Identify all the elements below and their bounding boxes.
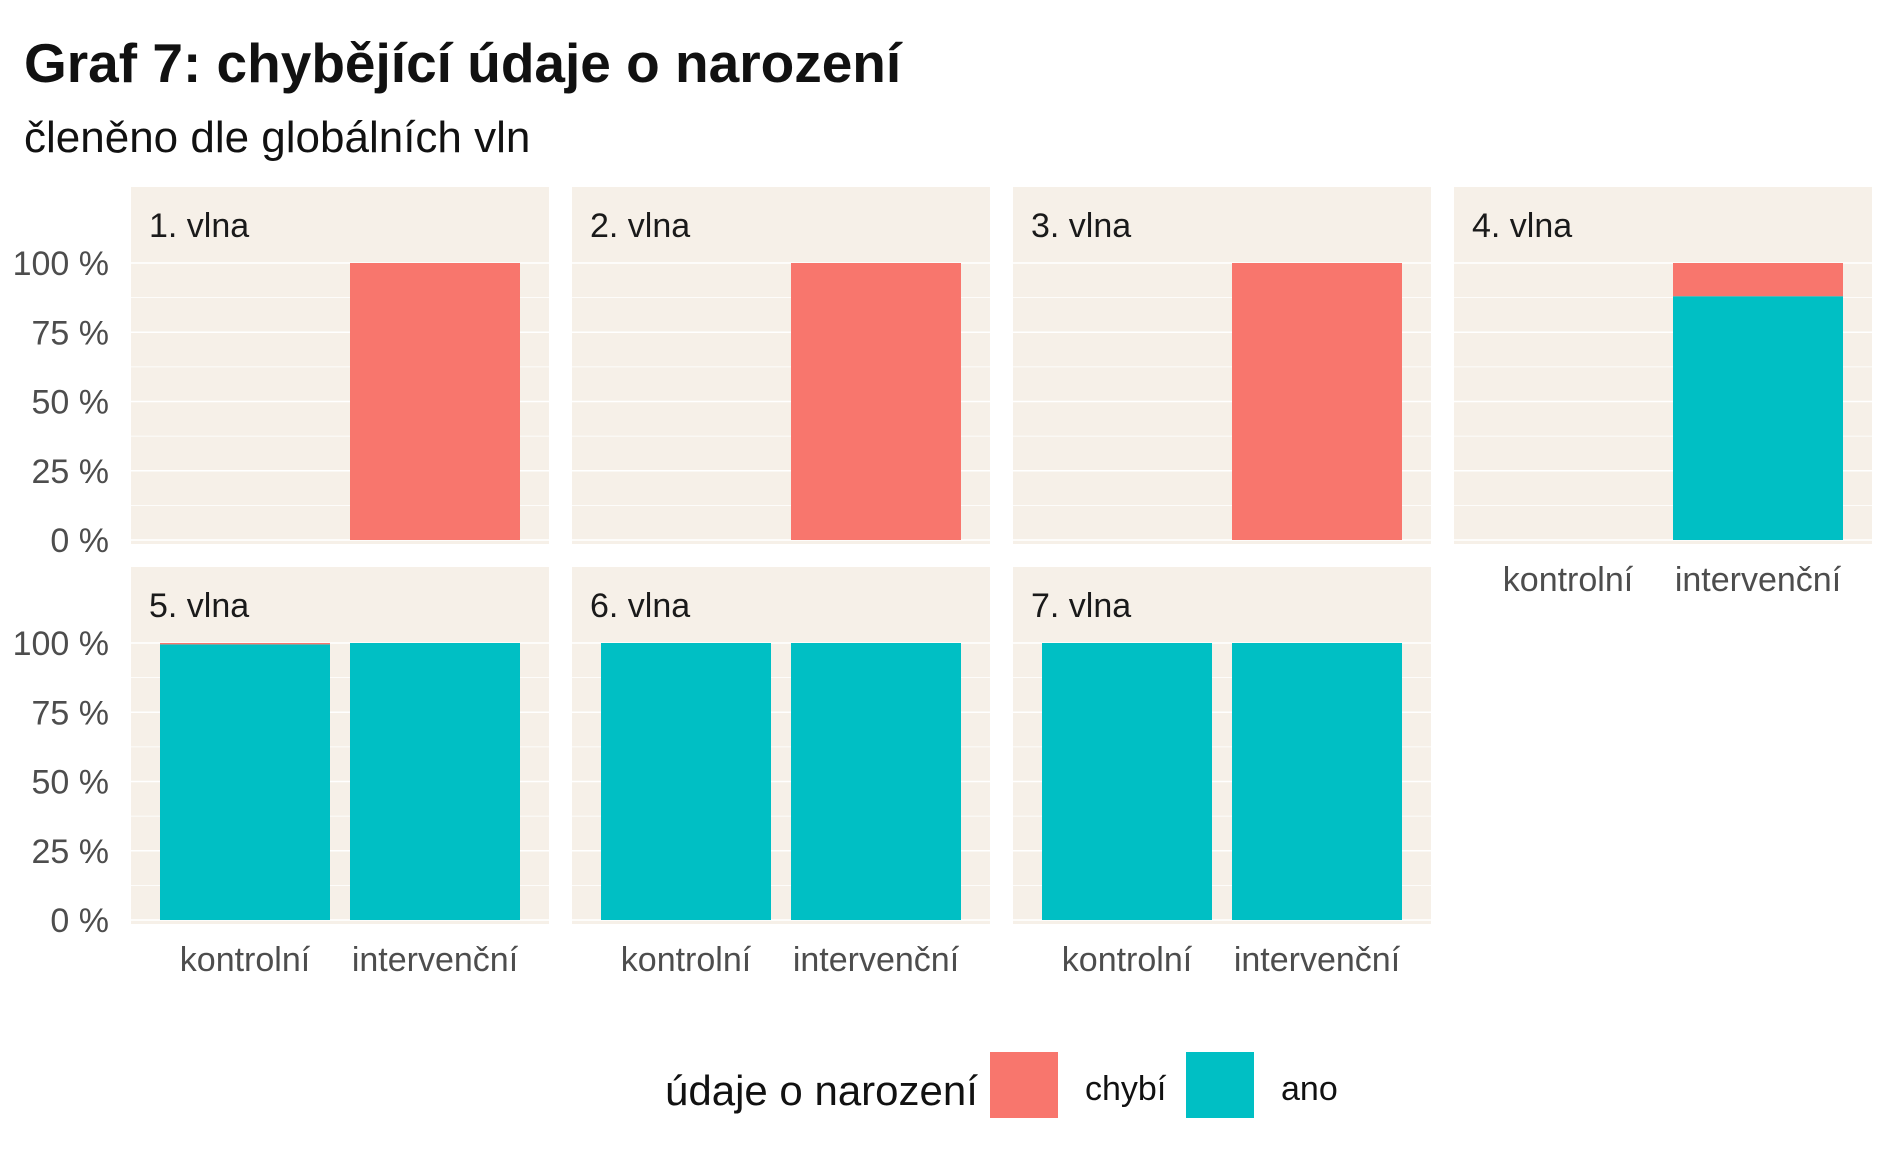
y-tick-label: 50 % <box>32 384 110 422</box>
facet-label: 6. vlna <box>590 587 690 625</box>
facet-label: 3. vlna <box>1031 207 1131 245</box>
legend-key-chybí <box>990 1052 1058 1118</box>
x-tick-label: intervenční <box>1675 561 1842 599</box>
y-tick-label: 50 % <box>32 764 110 802</box>
facet-panel: 5. vlna 0 % 25 % 50 % 75 % 100 % kontrolní inte… <box>13 567 549 979</box>
x-tick-label: kontrolní <box>180 941 311 979</box>
bar-segment-ano <box>601 643 771 920</box>
facet-panel: 1. vlna 0 % 25 % 50 % 75 % 100 % <box>13 187 549 560</box>
bar-segment-chybí <box>160 643 330 645</box>
facet-panel: 3. vlna <box>1013 187 1431 544</box>
y-tick-label: 25 % <box>32 833 110 871</box>
legend-title: údaje o narození <box>665 1067 978 1114</box>
bar-segment-chybí <box>1673 263 1843 297</box>
chart-subtitle: členěno dle globálních vln <box>24 113 530 162</box>
x-tick-label: intervenční <box>352 941 519 979</box>
x-tick-label: kontrolní <box>621 941 752 979</box>
facet-panel: 6. vlna kontrolní intervenční <box>572 567 990 979</box>
facet-label: 5. vlna <box>149 587 249 625</box>
y-tick-label: 0 % <box>50 522 109 560</box>
bar-segment-ano <box>160 644 330 920</box>
facet-panels: 1. vlna 0 % 25 % 50 % 75 % 100 % 2. vlna 3. vln… <box>13 187 1872 979</box>
bar-segment-ano <box>350 643 520 920</box>
y-tick-label: 100 % <box>13 625 109 663</box>
y-tick-label: 100 % <box>13 245 109 283</box>
chart-title: Graf 7: chybějící údaje o narození <box>24 32 903 94</box>
bar-segment-ano <box>1232 643 1402 920</box>
y-tick-label: 75 % <box>32 694 110 732</box>
bar-segment-chybí <box>791 263 961 540</box>
x-tick-label: kontrolní <box>1503 561 1634 599</box>
bar-segment-ano <box>1042 643 1212 920</box>
bar-segment-ano <box>1673 296 1843 540</box>
y-tick-label: 75 % <box>32 314 110 352</box>
facet-label: 2. vlna <box>590 207 690 245</box>
facet-label: 4. vlna <box>1472 207 1572 245</box>
legend-key-ano <box>1186 1052 1254 1118</box>
bar-segment-chybí <box>1232 263 1402 540</box>
legend-label: chybí <box>1085 1070 1167 1108</box>
x-tick-label: intervenční <box>793 941 960 979</box>
facet-label: 1. vlna <box>149 207 249 245</box>
y-tick-label: 0 % <box>50 902 109 940</box>
bar-segment-ano <box>791 643 961 920</box>
legend: údaje o narození chybí ano <box>665 1052 1338 1118</box>
x-tick-label: intervenční <box>1234 941 1401 979</box>
facet-panel: 4. vlna kontrolní intervenční <box>1454 187 1872 599</box>
facet-panel: 7. vlna kontrolní intervenční <box>1013 567 1431 979</box>
facet-label: 7. vlna <box>1031 587 1131 625</box>
legend-label: ano <box>1281 1070 1338 1108</box>
y-tick-label: 25 % <box>32 453 110 491</box>
bar-segment-chybí <box>350 263 520 540</box>
facet-panel: 2. vlna <box>572 187 990 544</box>
x-tick-label: kontrolní <box>1062 941 1193 979</box>
